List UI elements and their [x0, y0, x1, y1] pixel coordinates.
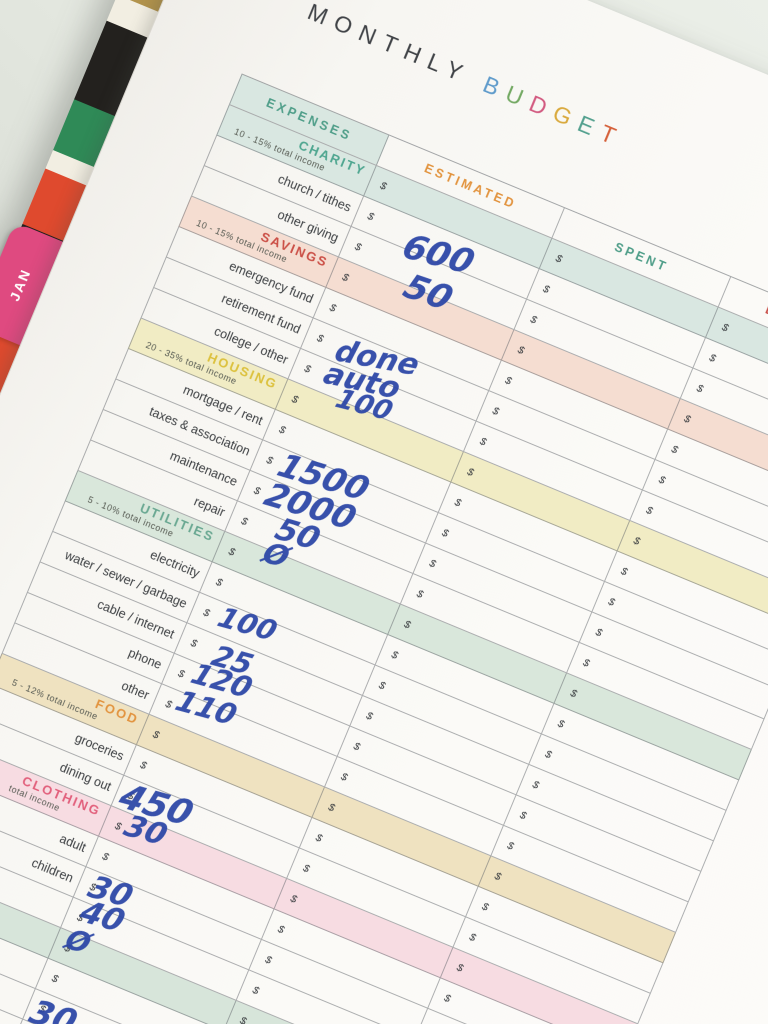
dollar-sign: $ [606, 595, 617, 609]
dollar-sign: $ [301, 861, 312, 876]
dollar-sign: $ [288, 892, 299, 906]
dollar-sign: $ [707, 351, 718, 365]
dollar-sign: $ [490, 404, 501, 418]
dollar-sign: $ [543, 747, 554, 762]
dollar-sign: $ [389, 648, 400, 662]
dollar-sign: $ [49, 972, 60, 986]
dollar-sign: $ [113, 819, 124, 834]
dollar-sign: $ [505, 839, 516, 853]
dollar-sign: $ [276, 922, 287, 937]
dollar-sign: $ [353, 240, 364, 254]
dollar-sign: $ [239, 514, 250, 529]
dollar-sign: $ [427, 557, 438, 571]
dollar-sign: $ [364, 709, 375, 723]
dollar-sign: $ [326, 801, 337, 815]
dollar-sign: $ [467, 930, 478, 945]
dollar-sign: $ [518, 808, 529, 823]
dollar-sign: $ [289, 392, 300, 407]
dollar-sign: $ [454, 961, 465, 975]
dollar-sign: $ [151, 728, 162, 742]
dollar-sign: $ [440, 526, 451, 540]
dollar-sign: $ [100, 850, 111, 864]
dollar-sign: $ [669, 443, 680, 457]
dollar-sign: $ [302, 362, 313, 376]
dollar-sign: $ [365, 210, 376, 224]
dollar-sign: $ [442, 991, 453, 1006]
dollar-sign: $ [277, 423, 288, 437]
dollar-sign: $ [541, 282, 552, 297]
dollar-sign: $ [188, 636, 199, 651]
dollar-sign: $ [138, 758, 149, 773]
dollar-sign: $ [214, 575, 225, 590]
dollar-sign: $ [226, 545, 237, 559]
dollar-sign: $ [238, 1014, 249, 1024]
dollar-sign: $ [339, 770, 350, 784]
dollar-sign: $ [377, 679, 388, 693]
dollar-sign: $ [201, 606, 212, 620]
dollar-sign: $ [264, 453, 275, 468]
dollar-sign: $ [465, 465, 476, 479]
dollar-sign: $ [176, 667, 187, 681]
dollar-sign: $ [553, 252, 564, 266]
dollar-sign: $ [530, 778, 541, 792]
dollar-sign: $ [414, 587, 425, 601]
dollar-sign: $ [593, 625, 604, 640]
dollar-sign: $ [515, 343, 526, 358]
title-letter [467, 84, 482, 90]
dollar-sign: $ [480, 900, 491, 914]
dollar-sign: $ [340, 270, 351, 285]
dollar-sign: $ [478, 435, 489, 449]
dollar-sign: $ [631, 534, 642, 548]
dollar-sign: $ [503, 374, 514, 388]
dollar-sign: $ [644, 504, 655, 518]
dollar-sign: $ [720, 321, 731, 335]
dollar-sign: $ [378, 179, 389, 193]
dollar-sign: $ [657, 473, 668, 487]
dollar-sign: $ [581, 656, 592, 670]
dollar-sign: $ [315, 331, 326, 346]
dollar-sign: $ [327, 301, 338, 315]
dollar-sign: $ [555, 717, 566, 731]
dollar-sign: $ [694, 382, 705, 396]
dollar-sign: $ [492, 869, 503, 884]
dollar-sign: $ [528, 313, 539, 327]
dollar-sign: $ [250, 983, 261, 998]
dollar-sign: $ [263, 953, 274, 967]
dollar-sign: $ [682, 412, 693, 426]
dollar-sign: $ [351, 740, 362, 754]
dollar-sign: $ [313, 831, 324, 845]
dollar-sign: $ [252, 484, 263, 498]
dollar-sign: $ [452, 496, 463, 510]
month-tab-label: JAN [6, 265, 34, 304]
dollar-sign: $ [568, 686, 579, 701]
dollar-sign: $ [619, 565, 630, 579]
dollar-sign: $ [402, 618, 413, 632]
